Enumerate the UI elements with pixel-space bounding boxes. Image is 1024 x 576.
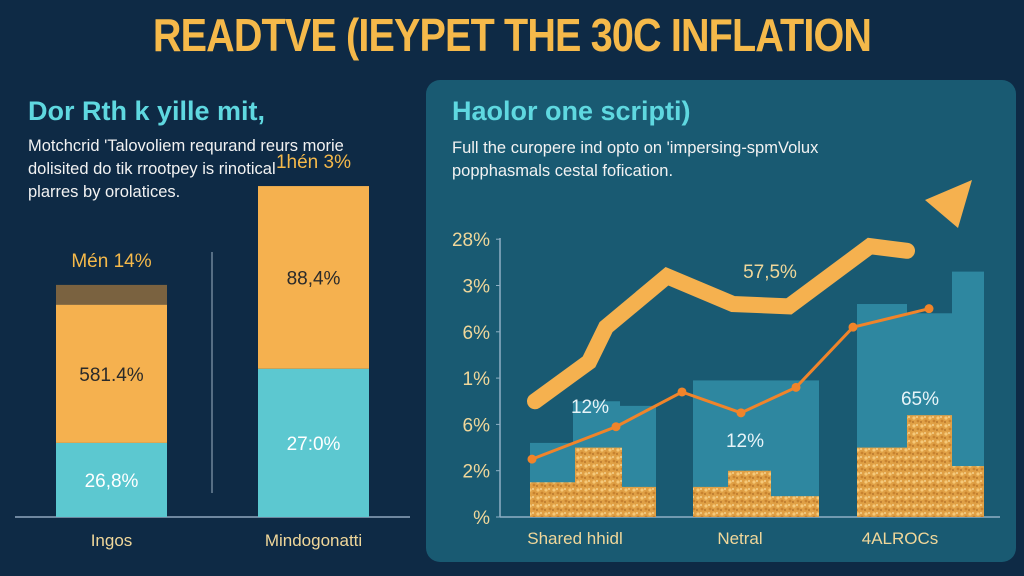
annotation-label: 57,5%	[743, 262, 797, 283]
gold-textured-bar	[728, 470, 771, 517]
gold-textured-bar	[857, 447, 907, 517]
left-heading: Dor Rth k yille mit,	[28, 96, 266, 126]
left-stacked-bar-chart: 26,8% 581.4% Mén 14% Ingos 27:0% 88,4% 1hén 3%…	[15, 152, 410, 550]
left-body: Motchcrid 'Talovoliem requrand reurs mor…	[28, 135, 344, 204]
stacked-bar-segment	[56, 284, 167, 305]
stacked-bar-segment	[56, 304, 167, 443]
line-point	[791, 382, 801, 392]
gold-textured-bar	[952, 466, 984, 517]
stacked-bar-segment	[56, 442, 167, 517]
left-body-line: Motchcrid 'Talovoliem requrand reurs mor…	[28, 137, 344, 155]
trend-arrow-head	[925, 180, 972, 228]
y-tick-label: 28%	[452, 230, 490, 251]
x-tick-label: Netral	[717, 529, 762, 548]
left-body-line: plarres by orolatices.	[28, 183, 181, 201]
segment-label: 27:0%	[287, 434, 341, 455]
y-tick-label: 3%	[463, 277, 491, 298]
y-tick-label: 1%	[463, 369, 491, 390]
bar-top-label: Mén 14%	[71, 251, 151, 272]
gold-textured-bar	[693, 486, 728, 517]
gold-textured-bar	[622, 486, 656, 517]
infographic-title: READTVE (IEYPET THE 30C INFLATION	[152, 9, 872, 61]
annotation-label: 12%	[726, 431, 764, 452]
y-tick-label: 2%	[463, 462, 491, 483]
right-body: Full the curopere ind opto on 'impersing…	[452, 137, 818, 183]
segment-label: 26,8%	[85, 471, 139, 492]
x-tick-label: 4ALROCs	[862, 529, 939, 548]
line-point	[527, 454, 537, 464]
line-point	[736, 408, 746, 418]
bar-top-label: 1hén 3%	[276, 152, 351, 173]
left-body-line: dolisited do tik rrootpey is rinotical	[28, 160, 276, 178]
right-bar-line-chart: % 2% 6% 1% 6% 3% 28% 57,5% 12% 12% 65% Shared hhidl…	[452, 180, 1000, 548]
gold-textured-bar	[907, 415, 952, 517]
right-heading: Haolor one scripti)	[452, 96, 691, 126]
line-point	[611, 422, 621, 432]
trend-arrow-line	[527, 237, 915, 410]
annotation-label: 12%	[571, 397, 609, 418]
stacked-bar-segment	[258, 368, 369, 517]
x-tick-label: Ingos	[91, 531, 133, 550]
right-body-line: Full the curopere ind opto on 'impersing…	[452, 139, 819, 157]
gold-textured-bar	[771, 496, 819, 517]
y-tick-label: 6%	[463, 323, 491, 344]
segment-label: 581.4%	[79, 365, 144, 386]
annotation-label: 65%	[901, 389, 939, 410]
x-tick-label: Shared hhidl	[527, 529, 622, 548]
line-point	[924, 304, 934, 314]
y-tick-label: 6%	[463, 415, 491, 436]
right-body-line: popphasmals cestal fofication.	[452, 162, 674, 180]
gold-textured-bar	[530, 482, 575, 517]
segment-label: 88,4%	[287, 268, 341, 289]
stacked-bar-segment	[258, 186, 369, 369]
line-point	[677, 387, 687, 397]
y-tick-label: %	[473, 508, 490, 529]
line-point	[848, 322, 858, 332]
gold-textured-bar	[575, 447, 622, 517]
x-tick-label: Mindogonatti	[265, 531, 362, 550]
